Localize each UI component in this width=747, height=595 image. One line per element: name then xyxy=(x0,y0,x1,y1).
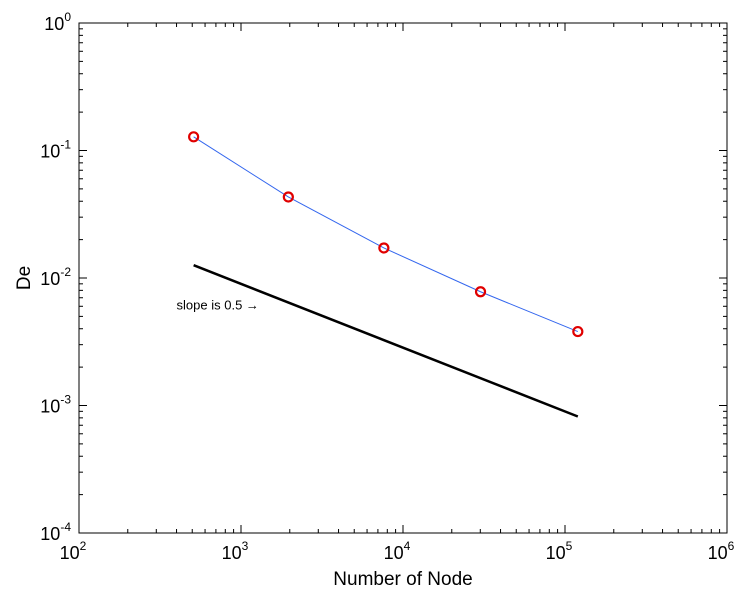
x-tick-exponent: 3 xyxy=(242,539,249,553)
slope-annotation: slope is 0.5 → xyxy=(177,297,259,312)
series-line-1 xyxy=(193,264,579,418)
data-point xyxy=(474,286,487,298)
x-axis-title: Number of Node xyxy=(333,569,472,590)
x-tick-label: 103 xyxy=(222,539,249,563)
x-tick-label: 102 xyxy=(60,539,87,563)
series-line-0 xyxy=(193,136,579,333)
data-point xyxy=(572,325,584,338)
y-tick-label: 10-1 xyxy=(40,138,71,162)
x-tick-exponent: 4 xyxy=(404,539,411,553)
plot-area xyxy=(78,22,728,534)
x-tick-base: 10 xyxy=(222,543,242,563)
x-tick-base: 10 xyxy=(384,543,404,563)
y-tick-base: 10 xyxy=(40,524,60,544)
x-tick-label: 104 xyxy=(384,539,411,563)
x-tick-label: 105 xyxy=(546,539,573,563)
x-tick-base: 10 xyxy=(60,543,80,563)
y-axis-title: De xyxy=(14,266,35,290)
y-tick-exponent: -1 xyxy=(60,138,71,152)
y-tick-base: 10 xyxy=(40,397,60,417)
x-tick-base: 10 xyxy=(708,543,728,563)
y-tick-label: 10-2 xyxy=(40,265,71,289)
series-layer xyxy=(188,131,584,418)
y-tick-label: 10-4 xyxy=(40,520,71,544)
x-tick-exponent: 6 xyxy=(728,539,735,553)
y-tick-exponent: -4 xyxy=(60,520,71,534)
x-tick-base: 10 xyxy=(546,543,566,563)
y-tick-exponent: 0 xyxy=(64,10,71,24)
x-tick-exponent: 2 xyxy=(80,539,87,553)
data-point xyxy=(378,242,390,254)
y-tick-exponent: -2 xyxy=(60,265,71,279)
data-point xyxy=(282,191,294,203)
y-tick-label: 10-3 xyxy=(40,393,71,417)
x-tick-exponent: 5 xyxy=(566,539,573,553)
y-tick-base: 10 xyxy=(40,269,60,289)
x-axis-ticks: 102 103 104 105 106 xyxy=(60,23,735,563)
y-tick-base: 10 xyxy=(40,142,60,162)
annotation-layer: slope is 0.5 → xyxy=(177,297,259,312)
y-tick-base: 10 xyxy=(44,14,64,34)
data-point xyxy=(188,131,200,143)
y-tick-label: 100 xyxy=(44,10,71,34)
x-tick-label: 106 xyxy=(708,539,735,563)
y-tick-exponent: -3 xyxy=(60,393,71,407)
